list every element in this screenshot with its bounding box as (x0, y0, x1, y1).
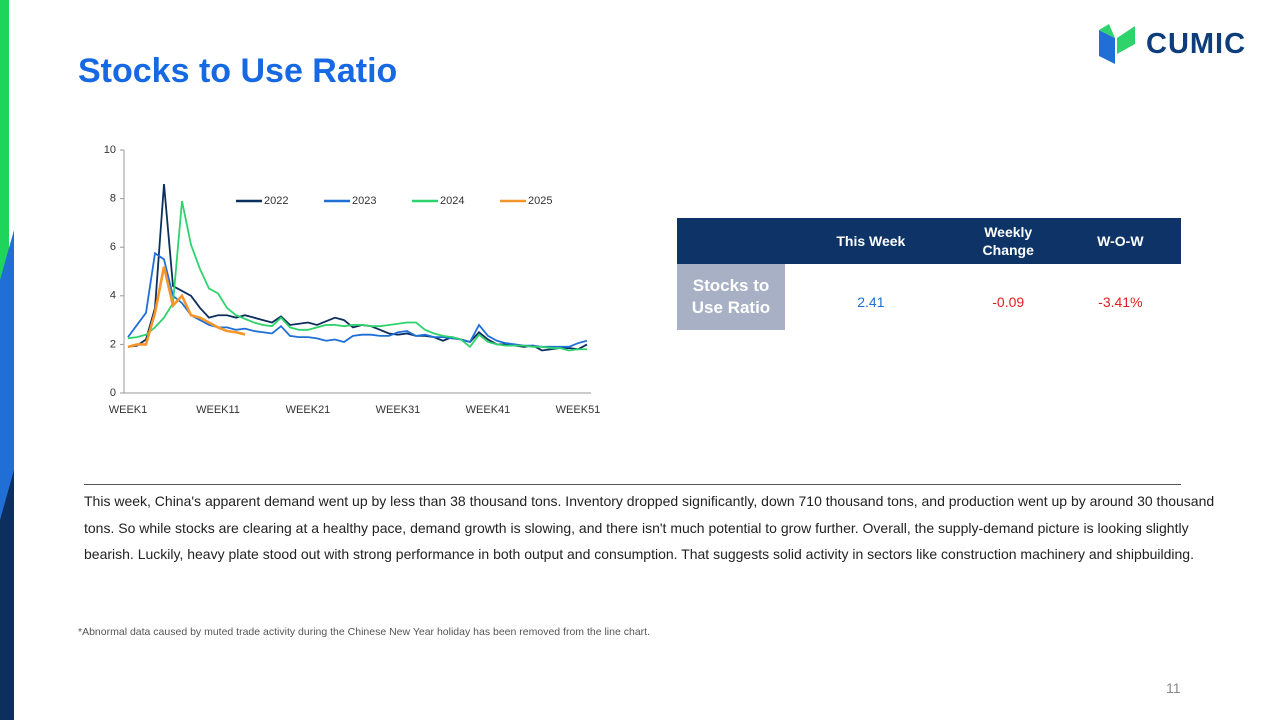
legend-label: 2022 (264, 195, 288, 207)
series-line (127, 251, 588, 348)
legend-label: 2024 (440, 195, 464, 207)
divider (84, 484, 1181, 485)
y-tick-label: 10 (104, 144, 116, 156)
cell: -3.41% (1098, 293, 1143, 310)
side-decoration (0, 0, 14, 720)
x-tick-label: WEEK1 (109, 404, 148, 416)
cell: -0.09 (992, 293, 1025, 310)
logo-shape (1099, 30, 1115, 64)
x-tick-label: WEEK21 (286, 404, 331, 416)
table-row: Stocks to Use Ratio 2.41 -0.09 -3.41% (677, 264, 1181, 330)
header-cell (677, 218, 785, 264)
y-tick-label: 4 (110, 290, 116, 302)
row-header: Stocks to Use Ratio (677, 264, 785, 330)
x-tick-label: WEEK51 (556, 404, 601, 416)
x-tick-label: WEEK31 (376, 404, 421, 416)
logo-text: CUMIC (1146, 28, 1247, 60)
footnote: *Abnormal data caused by muted trade act… (78, 626, 650, 638)
logo-shape (1099, 24, 1115, 38)
side-bar-navy (0, 470, 14, 720)
series-line (127, 266, 246, 349)
slide-title: Stocks to Use Ratio (78, 52, 398, 90)
y-tick-label: 6 (110, 241, 116, 253)
header-cell: W-O-W (1059, 218, 1181, 264)
y-tick-label: 2 (110, 338, 116, 350)
commentary: This week, China's apparent demand went … (84, 493, 1215, 562)
header-cell: This Week (785, 218, 957, 264)
header-cell: Weekly Change (956, 218, 1060, 264)
y-tick-label: 0 (110, 387, 116, 399)
y-tick-label: 8 (110, 193, 116, 205)
summary-table: This Week Weekly Change W-O-W Stocks to … (677, 218, 1181, 330)
cell: 2.41 (857, 293, 885, 310)
x-tick-label: WEEK11 (196, 404, 240, 416)
legend-label: 2025 (528, 195, 552, 207)
logo-icon (1099, 24, 1135, 64)
table-header: This Week Weekly Change W-O-W (677, 218, 1181, 264)
series-line (127, 200, 587, 352)
x-tick-label: WEEK41 (466, 404, 511, 416)
logo-shape (1117, 26, 1135, 54)
page-number: 11 (1166, 680, 1181, 696)
legend-label: 2023 (352, 195, 376, 207)
line-chart: 0 2 4 6 8 10 WEEK1 WEEK11 WEEK21 WEEK31 WEEK41 WEEK… (104, 144, 601, 416)
